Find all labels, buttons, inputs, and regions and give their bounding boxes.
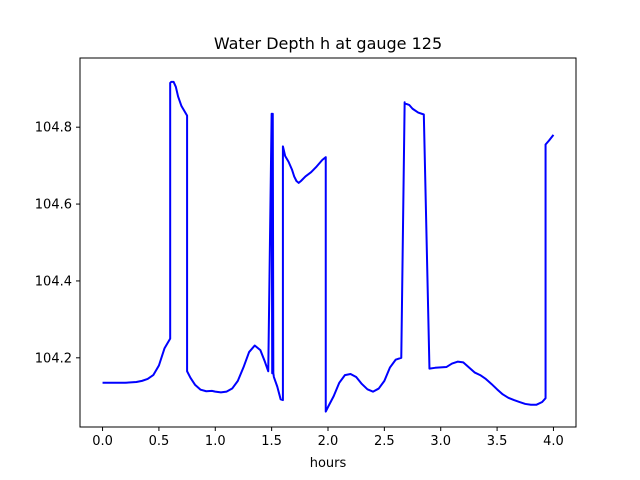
series-line-0 xyxy=(102,80,555,413)
x-axis-label: hours xyxy=(310,456,347,471)
x-tick-label: 1.5 xyxy=(261,434,282,449)
x-tick-label: 3.0 xyxy=(430,434,451,449)
x-tick-label: 1.0 xyxy=(205,434,226,449)
x-tick-label: 0.0 xyxy=(92,434,113,449)
y-tick-label: 104.4 xyxy=(35,274,72,289)
y-tick-label: 104.8 xyxy=(35,121,72,136)
x-tick-label: 2.5 xyxy=(374,434,395,449)
x-tick-label: 3.5 xyxy=(487,434,508,449)
x-tick-label: 0.5 xyxy=(149,434,170,449)
chart-title: Water Depth h at gauge 125 xyxy=(214,34,442,53)
y-tick-label: 104.6 xyxy=(35,198,72,213)
plot-area xyxy=(102,80,555,413)
x-tick-label: 4.0 xyxy=(543,434,564,449)
y-axis: 104.2 104.4 104.6 104.8 xyxy=(35,121,80,366)
x-tick-label: 2.0 xyxy=(318,434,339,449)
x-axis: 0.0 0.5 1.0 1.5 2.0 2.5 3.0 3.5 4.0 xyxy=(92,427,564,449)
y-tick-label: 104.2 xyxy=(35,351,72,366)
